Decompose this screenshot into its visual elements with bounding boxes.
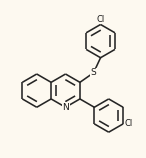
Text: N: N — [62, 103, 69, 112]
Text: Cl: Cl — [124, 119, 133, 128]
Text: Cl: Cl — [96, 15, 105, 24]
Text: S: S — [91, 68, 96, 77]
